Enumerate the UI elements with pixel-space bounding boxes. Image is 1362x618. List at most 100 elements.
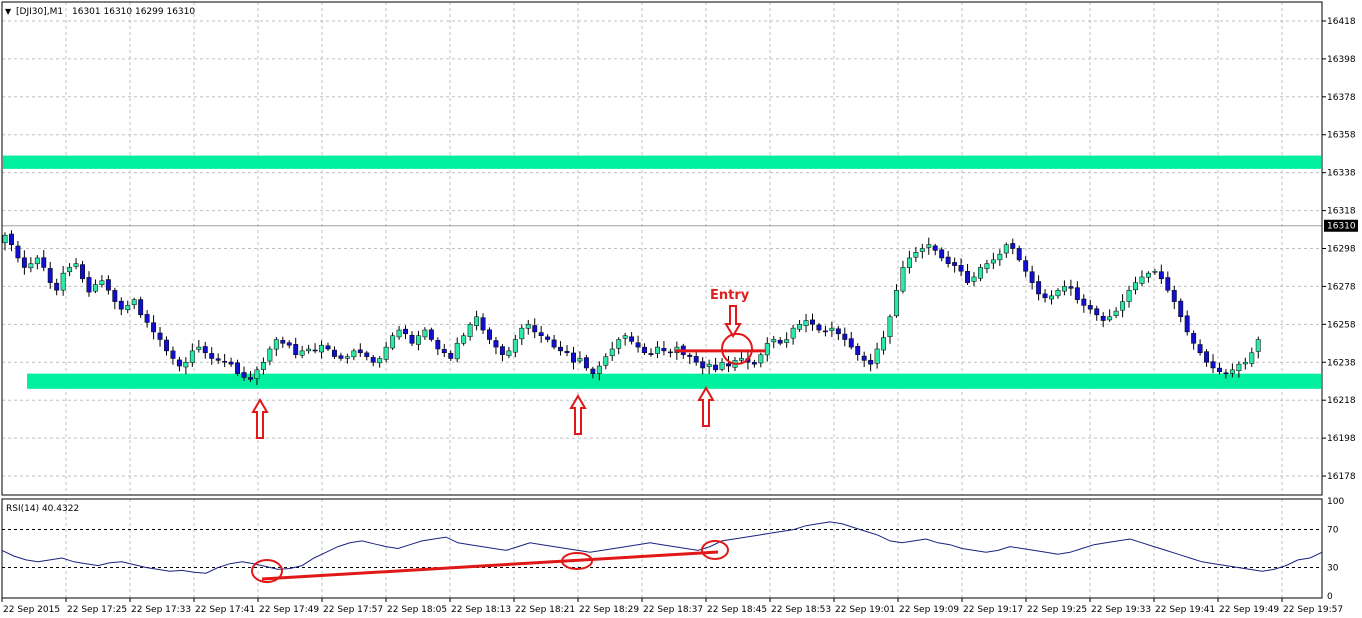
candle-body bbox=[112, 290, 118, 302]
candle-body bbox=[390, 335, 396, 349]
rsi-circle bbox=[701, 540, 729, 560]
candle-body bbox=[338, 355, 344, 359]
x-tick-label: 22 Sep 18:21 bbox=[515, 605, 575, 615]
x-tick-label: 22 Sep 18:37 bbox=[643, 605, 703, 615]
x-tick-label: 22 Sep 17:41 bbox=[195, 605, 255, 615]
candle-body bbox=[435, 340, 441, 350]
x-tick-label: 22 Sep 2015 bbox=[3, 605, 60, 615]
candle-body bbox=[719, 362, 725, 370]
candle-body bbox=[1204, 351, 1210, 363]
rsi-circle bbox=[561, 552, 593, 570]
candle-body bbox=[267, 348, 273, 362]
y-tick-label: 16178 bbox=[1327, 472, 1356, 482]
candle-body bbox=[312, 349, 318, 352]
candle-body bbox=[1049, 295, 1054, 300]
candle-body bbox=[577, 358, 583, 362]
collapse-triangle-icon[interactable]: ▼ bbox=[5, 7, 12, 16]
candle-body bbox=[1191, 333, 1197, 344]
candle-body bbox=[487, 329, 492, 340]
current-price-label: 16310 bbox=[1327, 222, 1356, 232]
entry-circle bbox=[721, 332, 753, 365]
candle-body bbox=[693, 356, 699, 363]
candle-body bbox=[706, 363, 712, 367]
candle-body bbox=[810, 319, 815, 325]
up-arrow-marker bbox=[251, 398, 269, 439]
y-tick-label: 16278 bbox=[1327, 282, 1356, 292]
candle-body bbox=[609, 348, 615, 357]
x-tick-label: 22 Sep 19:01 bbox=[835, 605, 895, 615]
candle-body bbox=[900, 267, 906, 292]
rsi-tick-label: 0 bbox=[1327, 592, 1333, 602]
candle-body bbox=[1145, 272, 1151, 278]
chart-title: [DJI30],M1 bbox=[16, 7, 63, 17]
candle-body bbox=[952, 262, 958, 266]
candle-body bbox=[1100, 315, 1106, 321]
candle-body bbox=[1165, 277, 1171, 291]
candle-body bbox=[848, 338, 854, 348]
candle-body bbox=[1107, 316, 1113, 321]
candle-body bbox=[183, 362, 189, 368]
candle-body bbox=[687, 354, 693, 357]
zone-band bbox=[27, 373, 1321, 389]
candle-body bbox=[829, 327, 835, 331]
candle-body bbox=[984, 263, 990, 269]
candle-body bbox=[493, 340, 499, 348]
candle-body bbox=[151, 322, 157, 333]
candle-body bbox=[351, 350, 357, 358]
candle-body bbox=[777, 339, 783, 344]
candle-body bbox=[751, 362, 757, 365]
candle-body bbox=[1061, 286, 1067, 292]
candle-body bbox=[564, 351, 570, 354]
candle-body bbox=[648, 353, 654, 355]
candle-body bbox=[344, 356, 350, 359]
candle-body bbox=[713, 364, 719, 371]
candle-body bbox=[254, 369, 260, 379]
candle-body bbox=[919, 248, 925, 252]
candle-body bbox=[1249, 352, 1255, 364]
y-tick-label: 16358 bbox=[1327, 131, 1356, 141]
x-tick-label: 22 Sep 17:49 bbox=[259, 605, 319, 615]
candle-body bbox=[616, 339, 622, 349]
candle-body bbox=[596, 365, 602, 374]
candle-body bbox=[571, 352, 576, 363]
candle-body bbox=[138, 299, 144, 316]
candle-body bbox=[1158, 271, 1164, 280]
candle-body bbox=[506, 350, 512, 356]
candle-body bbox=[273, 339, 279, 350]
candle-body bbox=[1113, 310, 1119, 316]
candle-body bbox=[1152, 271, 1158, 273]
candle-body bbox=[306, 348, 312, 352]
candle-body bbox=[855, 346, 861, 355]
candle-body bbox=[422, 329, 428, 338]
candle-body bbox=[80, 264, 85, 280]
candle-body bbox=[28, 263, 34, 269]
zone-band bbox=[3, 155, 1321, 169]
candle-body bbox=[105, 279, 111, 291]
candle-body bbox=[1197, 344, 1203, 354]
down-arrow-marker bbox=[724, 305, 742, 338]
candle-body bbox=[164, 339, 169, 352]
candle-body bbox=[357, 349, 363, 354]
y-tick-label: 16218 bbox=[1327, 396, 1356, 406]
candle-body bbox=[86, 277, 92, 293]
candle-body bbox=[396, 329, 402, 338]
candle-body bbox=[15, 245, 21, 259]
candle-body bbox=[189, 350, 195, 363]
candle-body bbox=[971, 276, 977, 282]
candle-body bbox=[241, 372, 247, 378]
rsi-tick-label: 30 bbox=[1327, 564, 1339, 574]
candle-body bbox=[1036, 281, 1042, 295]
x-tick-label: 22 Sep 17:33 bbox=[131, 605, 191, 615]
candle-body bbox=[603, 356, 609, 366]
y-tick-label: 16378 bbox=[1327, 93, 1356, 103]
candle-body bbox=[144, 314, 150, 323]
candle-body bbox=[700, 361, 706, 369]
rsi-tick-label: 70 bbox=[1327, 526, 1339, 536]
x-tick-label: 22 Sep 19:09 bbox=[899, 605, 959, 615]
candle-body bbox=[726, 363, 731, 367]
candle-body bbox=[176, 359, 182, 367]
candle-body bbox=[784, 339, 790, 343]
candle-body bbox=[474, 316, 480, 326]
